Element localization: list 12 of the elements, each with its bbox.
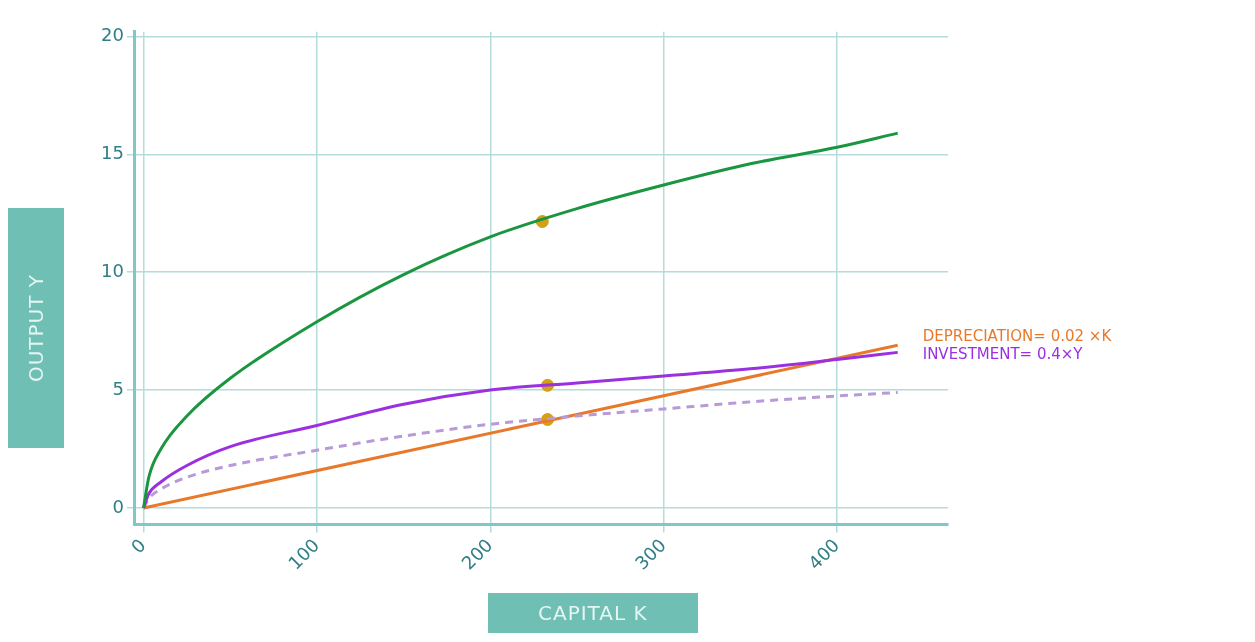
y-tick-label: 10 xyxy=(101,259,124,281)
series-label: DEPRECIATION= 0.02 ×K xyxy=(922,327,1113,346)
x-tick-label: 100 xyxy=(283,534,324,574)
x-axis-title: CAPITAL K xyxy=(488,593,698,633)
y-tick-label: 5 xyxy=(112,377,124,399)
series-label: INVESTMENT= 0.4×Y xyxy=(922,345,1084,364)
y-tick-label: 0 xyxy=(112,495,124,517)
line-series xyxy=(142,131,900,510)
y-tick-label: 20 xyxy=(101,24,124,46)
x-tick-label: 400 xyxy=(804,534,844,574)
y-axis-title: OUTPUT Y xyxy=(24,273,48,383)
y-tick-label: 15 xyxy=(101,142,124,164)
